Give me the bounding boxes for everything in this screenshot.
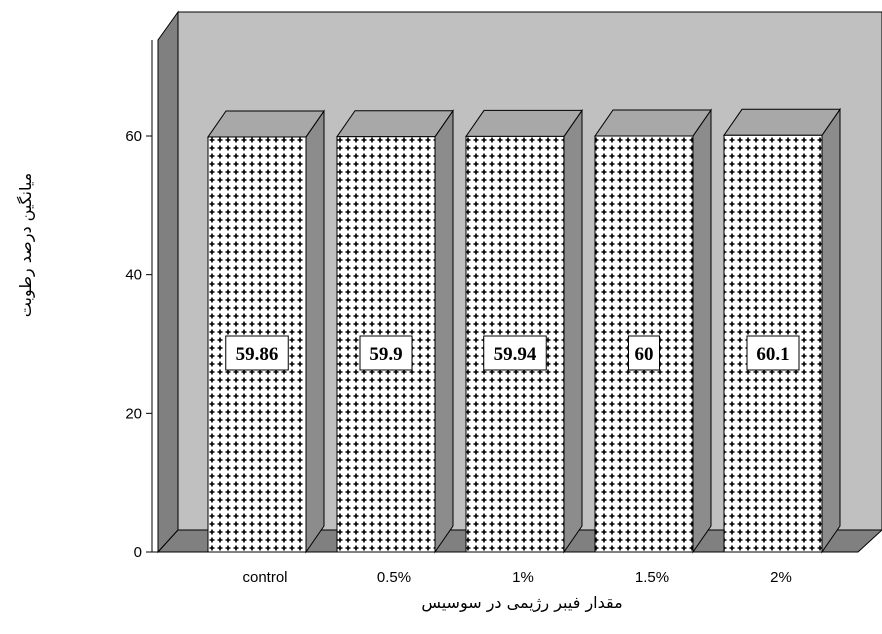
- bar-side-face: [305, 109, 325, 554]
- x-category-label: 1%: [512, 569, 534, 586]
- x-category-label: control: [242, 569, 287, 586]
- x-category-label: 1.5%: [635, 569, 669, 586]
- y-tick-label: 40: [125, 267, 142, 284]
- bar-side-face: [821, 107, 841, 554]
- bar-side-face: [692, 108, 712, 554]
- data-label-box: [746, 335, 800, 371]
- bar-top-face: [723, 108, 841, 136]
- bar: 59.86: [207, 109, 325, 554]
- y-axis-title: میانگین درصد رطوبت: [16, 173, 36, 317]
- x-axis-title: مقدار فیبر رژیمی در سوسیس: [421, 593, 622, 613]
- data-label-box: [225, 335, 289, 371]
- bar: 59.94: [465, 108, 583, 554]
- data-label: 59.86: [236, 344, 279, 365]
- bar-top-face: [465, 109, 583, 137]
- bar-side-face: [563, 108, 583, 554]
- bar: 60.1: [723, 107, 841, 554]
- data-label-box: [628, 335, 660, 371]
- bar: 60: [594, 108, 712, 554]
- bar-top-face: [594, 109, 712, 137]
- data-label: 60.1: [756, 344, 789, 365]
- bar: 59.9: [336, 109, 454, 554]
- data-label: 59.94: [494, 344, 537, 365]
- y-tick-label: 0: [134, 544, 142, 561]
- x-category-label: 0.5%: [377, 569, 411, 586]
- data-label: 59.9: [369, 344, 402, 365]
- data-label: 60: [635, 344, 654, 365]
- bar-top-face: [207, 110, 325, 138]
- y-tick-label: 60: [125, 128, 142, 145]
- data-label-box: [483, 335, 547, 371]
- chart-side-wall: [157, 10, 179, 554]
- x-category-label: 2%: [770, 569, 792, 586]
- y-tick-label: 20: [125, 405, 142, 422]
- bar-top-face: [336, 110, 454, 138]
- data-label-box: [359, 335, 413, 371]
- bar-side-face: [434, 109, 454, 554]
